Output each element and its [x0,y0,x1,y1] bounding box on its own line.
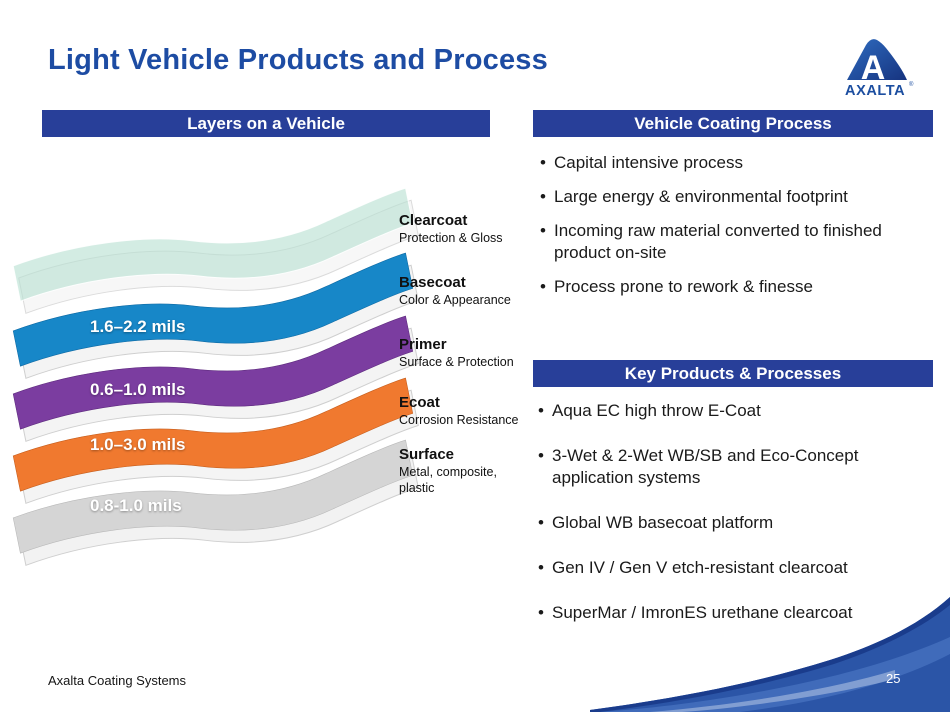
ecoat-description: Corrosion Resistance [399,413,519,427]
logo-trademark: ® [909,81,914,88]
basecoat-label: Basecoat Color & Appearance [399,274,529,308]
process-bullet: Capital intensive process [538,152,934,174]
basecoat-thickness-label: 0.6–1.0 mils [90,380,186,399]
basecoat-description: Color & Appearance [399,293,511,307]
products-bullet: Global WB basecoat platform [536,512,936,534]
surface-description: Metal, composite, plastic [399,465,497,495]
clearcoat-label: Clearcoat Protection & Gloss [399,212,529,246]
process-bullet: Process prone to rework & finesse [538,276,934,298]
process-bullet-list: Capital intensive process Large energy &… [538,152,934,310]
products-panel-header: Key Products & Processes [533,360,933,387]
products-bullet: Aqua EC high throw E-Coat [536,400,936,422]
primer-label: Primer Surface & Protection [399,336,529,370]
products-bullet: 3-Wet & 2-Wet WB/SB and Eco-Concept appl… [536,445,936,489]
process-panel-header: Vehicle Coating Process [533,110,933,137]
footer-swoosh-graphic [590,597,950,712]
page-number: 25 [886,671,901,686]
primer-name: Primer [399,336,447,353]
process-bullet: Large energy & environmental footprint [538,186,934,208]
primer-description: Surface & Protection [399,355,514,369]
clearcoat-name: Clearcoat [399,212,468,229]
footer-company-name: Axalta Coating Systems [48,673,187,688]
surface-label: Surface Metal, composite, plastic [399,446,529,496]
products-bullet: Gen IV / Gen V etch-resistant clearcoat [536,557,936,579]
products-bullet-list: Aqua EC high throw E-Coat 3-Wet & 2-Wet … [536,400,936,647]
logo-monogram: A [861,49,886,87]
axalta-logo: A AXALTA ® [845,39,914,98]
primer-thickness-label: 1.0–3.0 mils [90,435,186,454]
process-bullet: Incoming raw material converted to finis… [538,220,934,264]
ecoat-thickness-label: 0.8-1.0 mils [90,496,182,515]
clearcoat-description: Protection & Gloss [399,231,503,245]
layers-panel-header: Layers on a Vehicle [42,110,490,137]
page-title: Light Vehicle Products and Process [48,44,548,76]
ecoat-name: Ecoat [399,394,440,411]
clearcoat-thickness-label: 1.6–2.2 mils [90,317,186,336]
surface-name: Surface [399,446,455,463]
basecoat-name: Basecoat [399,274,466,291]
products-bullet: SuperMar / ImronES urethane clearcoat [536,602,936,624]
logo-wordmark: AXALTA [845,83,905,98]
ecoat-label: Ecoat Corrosion Resistance [399,394,529,428]
logo-mountain-icon [847,39,907,80]
